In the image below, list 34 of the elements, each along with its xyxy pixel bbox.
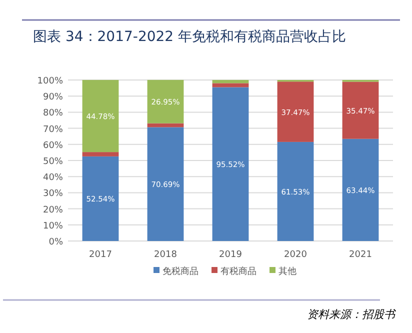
bar (212, 87, 249, 241)
bar (277, 142, 314, 241)
bar (342, 82, 379, 139)
y-tick-label: 10% (42, 221, 64, 232)
x-tick-label: 2019 (219, 250, 242, 260)
y-tick-label: 30% (42, 189, 64, 200)
y-tick-label: 80% (42, 108, 64, 119)
legend-label: 有税商品 (220, 266, 256, 277)
legend-label: 免税商品 (162, 266, 198, 277)
x-tick-label: 2018 (154, 250, 178, 260)
y-tick-label: 70% (42, 124, 64, 135)
text: 资料来源：招股书 (307, 308, 397, 321)
y-tick-label: 90% (42, 92, 64, 103)
bar (82, 156, 119, 241)
bar (212, 80, 249, 84)
bar (147, 123, 184, 128)
bar (342, 138, 379, 241)
y-tick-label: 0% (48, 238, 64, 248)
bar (82, 152, 119, 156)
bar (147, 127, 184, 241)
x-tick-label: 2021 (349, 250, 372, 260)
x-tick-label: 2020 (284, 250, 308, 260)
y-tick-label: 50% (42, 157, 64, 167)
y-tick-label: 100% (37, 76, 64, 86)
chart-title: 图表 34：2017-2022 年免税和有税商品营收占比 (33, 29, 346, 45)
bar (212, 83, 249, 88)
y-tick-label: 20% (42, 205, 64, 216)
bar (277, 82, 314, 142)
y-tick-label: 40% (42, 173, 64, 184)
x-tick-label: 2017 (89, 250, 112, 260)
y-tick-label: 60% (42, 140, 64, 151)
bar (147, 80, 184, 124)
legend-label: 其他 (278, 266, 296, 277)
bar (82, 80, 119, 152)
